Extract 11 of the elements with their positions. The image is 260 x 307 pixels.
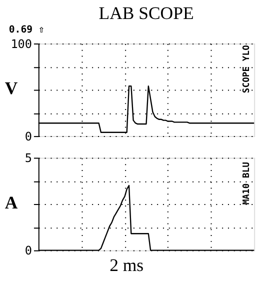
chart-title: LAB SCOPE [98,2,194,23]
y-tick-label: 5 [24,151,32,166]
text: 0.69 ⇧ [8,24,44,36]
text: 2 ms [110,254,144,275]
annotation: MA10 BLU [242,162,252,205]
y-axis-title: V [4,78,18,98]
y-axis-title: A [4,192,18,212]
y-tick-label: 0 [24,129,32,144]
y-tick-label: 0 [24,244,32,258]
y-tick-label: 100 [10,36,32,51]
annotation: SCOPE YLO [242,45,252,94]
